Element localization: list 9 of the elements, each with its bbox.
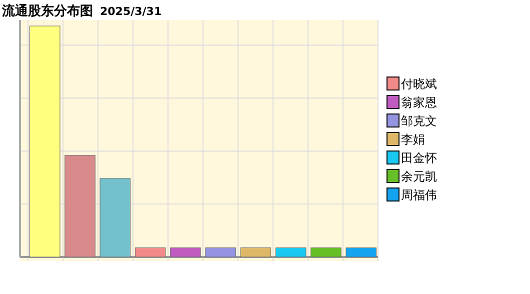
chart-subtitle: 2025/3/31 (100, 5, 162, 18)
legend-label: 翁家恩 (401, 96, 437, 110)
legend-label: 付晓斌 (400, 77, 437, 91)
legend-label: 周福伟 (401, 188, 437, 202)
legend-label: 余元凯 (401, 170, 437, 184)
legend-label: 邹克文 (401, 114, 437, 128)
legend-label: 李娟 (401, 132, 425, 146)
legend-label: 田金怀 (401, 151, 437, 165)
chart-title: 流通股东分布图 (1, 3, 93, 19)
